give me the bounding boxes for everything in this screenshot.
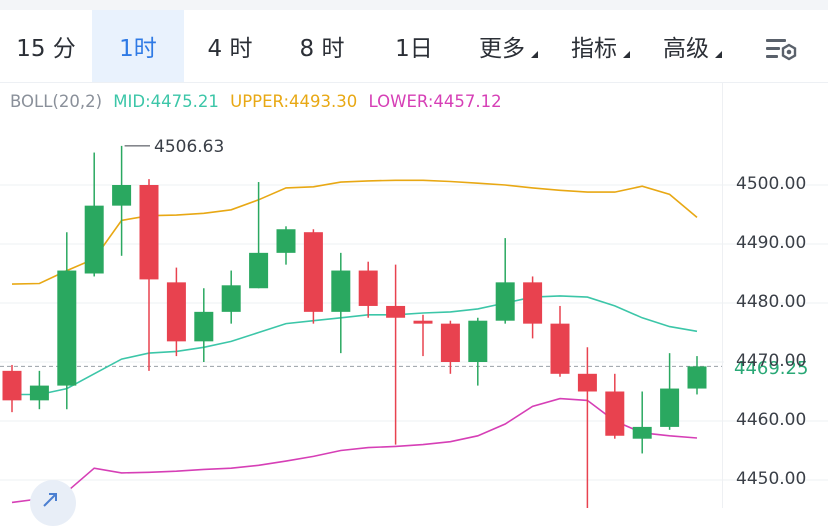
candle-body xyxy=(276,229,296,253)
candle-body xyxy=(386,305,406,318)
tab-advanced[interactable]: 高级 xyxy=(644,10,728,82)
dropdown-caret-icon xyxy=(531,51,538,58)
candle-body xyxy=(249,252,269,289)
candle-body xyxy=(468,320,488,362)
candle-body xyxy=(166,282,186,342)
candle-body xyxy=(221,285,241,312)
timeframe-tab-bar: 15 分 1时 4 时 8 时 1日 更多 指标 高级 xyxy=(0,10,828,83)
candle-body xyxy=(632,426,652,439)
candle-body xyxy=(550,323,570,374)
candle-body xyxy=(440,323,460,362)
boll-upper: UPPER:4493.30 xyxy=(230,92,358,111)
y-tick-label: 4460.00 xyxy=(736,410,807,430)
tab-15m[interactable]: 15 分 xyxy=(16,36,76,62)
boll-indicator-legend: BOLL(20,2) MID:4475.21 UPPER:4493.30 LOW… xyxy=(10,92,508,111)
candle-body xyxy=(413,320,433,324)
boll-lower: LOWER:4457.12 xyxy=(368,92,502,111)
candle-body xyxy=(523,282,543,324)
candle-body xyxy=(660,388,680,427)
candle-body xyxy=(139,185,159,280)
tab-1h[interactable]: 1时 xyxy=(92,10,184,82)
expand-arrow-icon[interactable] xyxy=(30,480,76,526)
boll-upper-line xyxy=(11,179,698,285)
candle-body xyxy=(194,311,214,342)
dropdown-caret-icon xyxy=(623,51,630,58)
candle-body xyxy=(577,373,597,392)
candle-body xyxy=(303,232,323,312)
candle-body xyxy=(112,185,132,206)
boll-mid: MID:4475.21 xyxy=(113,92,219,111)
max-price-label: 4506.63 xyxy=(154,137,225,157)
tab-more[interactable]: 更多 xyxy=(460,10,544,82)
y-tick-label: 4490.00 xyxy=(736,233,807,253)
tab-indicators[interactable]: 指标 xyxy=(552,10,636,82)
last-price-label: 4469.25 xyxy=(724,353,828,383)
boll-lower-line xyxy=(11,397,698,504)
dropdown-caret-icon xyxy=(715,51,722,58)
candle-body xyxy=(687,366,707,389)
boll-name: BOLL(20,2) xyxy=(10,92,103,111)
candle-body xyxy=(331,270,351,312)
y-tick-label: 4500.00 xyxy=(736,174,807,194)
price-axis xyxy=(722,83,828,508)
candlestick-chart xyxy=(0,145,828,508)
candle-body xyxy=(29,385,49,401)
candle-body xyxy=(2,370,22,401)
candle-body xyxy=(605,391,625,436)
tab-8h[interactable]: 8 时 xyxy=(299,36,345,62)
tab-1d[interactable]: 1日 xyxy=(395,36,433,62)
candle-body xyxy=(84,205,104,274)
tab-4h[interactable]: 4 时 xyxy=(207,36,253,62)
candle-body xyxy=(495,282,515,321)
y-tick-label: 4450.00 xyxy=(736,469,807,489)
candle-body xyxy=(57,270,77,386)
y-tick-label: 4480.00 xyxy=(736,292,807,312)
candle-body xyxy=(358,270,378,306)
boll-mid-line xyxy=(12,295,698,396)
chart-settings-icon[interactable] xyxy=(764,34,798,64)
y-tick-label: 4470.00 xyxy=(736,351,807,371)
top-strip xyxy=(0,0,828,10)
